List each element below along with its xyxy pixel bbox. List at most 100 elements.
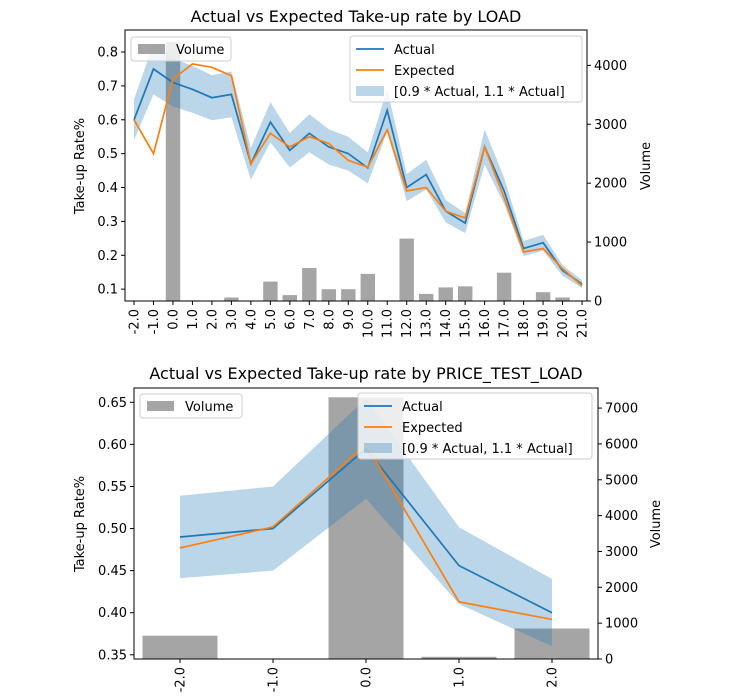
volume-bar-22	[555, 297, 570, 301]
y2-tick-label-3: 3000	[605, 545, 638, 560]
volume-bar-11	[341, 289, 356, 301]
y-tick-label-4: 0.5	[97, 147, 118, 162]
y-tick-label-1: 0.2	[97, 249, 118, 264]
y2-tick-label-2: 2000	[605, 581, 638, 596]
legend-frame	[349, 35, 583, 103]
legend-swatch-band	[364, 443, 392, 453]
expected-point-2	[172, 78, 174, 80]
actual-point-3	[458, 565, 460, 567]
expected-point-3	[458, 601, 460, 603]
y2-tick-label-7: 7000	[605, 402, 638, 417]
x-tick-label-3: 1.0	[453, 667, 468, 688]
legend-swatch-band	[356, 86, 384, 96]
actual-band-area	[134, 43, 582, 288]
x-tick-label-9: 7.0	[303, 309, 318, 330]
x-tick-label-7: 5.0	[264, 309, 279, 330]
x-tick-label-5: 3.0	[225, 309, 240, 330]
x-tick-label-2: 0.0	[167, 309, 182, 330]
x-tick-label-15: 13.0	[420, 309, 435, 338]
y2-tick-label-2: 2000	[594, 177, 627, 192]
actual-line	[133, 67, 583, 285]
x-tick-label-14: 12.0	[400, 309, 415, 338]
volume-bar-21	[535, 292, 551, 301]
actual-point-10	[328, 146, 330, 148]
x-tick-label-20: 18.0	[517, 309, 532, 338]
y2-tick-label-1: 1000	[605, 617, 638, 632]
y2-tick-label-3: 3000	[594, 118, 627, 133]
actual-point-0	[179, 536, 181, 538]
legend-label-volume: Volume	[176, 43, 224, 58]
actual-band	[134, 43, 582, 288]
legend-volume: Volume	[130, 36, 232, 62]
expected-point-15	[425, 187, 427, 189]
x-tick-label-22: 20.0	[556, 309, 571, 338]
axes: 0.35 0.40 0.45 0.50 0.55 0.60 0.65 0 1000 2000 300…	[98, 387, 638, 692]
expected-point-7	[269, 132, 271, 134]
legend-swatch-volume	[138, 44, 165, 54]
expected-point-14	[406, 190, 408, 192]
x-tick-label-3: 1.0	[186, 309, 201, 330]
expected-point-22	[562, 268, 564, 270]
actual-point-8	[289, 149, 291, 151]
legend-frame	[130, 36, 232, 62]
x-tick-label-4: 2.0	[546, 667, 561, 688]
y2-tick-label-0: 0	[594, 295, 602, 310]
y-tick-label-0: 0.1	[97, 283, 118, 298]
x-tick-label-4: 2.0	[205, 309, 220, 330]
legend-label-volume: Volume	[185, 400, 233, 415]
legend-label-actual: Actual	[402, 400, 443, 415]
expected-point-6	[250, 163, 252, 165]
x-tick-label-12: 10.0	[361, 309, 376, 338]
expected-point-9	[308, 136, 310, 138]
actual-point-11	[347, 153, 349, 155]
expected-point-20	[523, 251, 525, 253]
y-tick-label-6: 0.7	[97, 79, 118, 94]
expected-point-1	[272, 526, 274, 528]
expected-point-17	[464, 217, 466, 219]
x-tick-label-0: -2.0	[174, 667, 189, 692]
expected-point-21	[542, 248, 544, 250]
x-tick-label-1: -1.0	[147, 309, 162, 334]
y-tick-label-1: 0.40	[98, 606, 127, 621]
actual-point-4	[211, 97, 213, 99]
y-tick-label-4: 0.55	[98, 480, 127, 495]
chart-price-test-load: Actual vs Expected Take-up rate by PRICE…	[73, 364, 664, 692]
expected-point-10	[328, 143, 330, 145]
volume-bar-10	[321, 289, 336, 301]
volume-bar-5	[224, 297, 239, 301]
expected-point-12	[367, 166, 369, 168]
legend-volume: Volume	[139, 393, 243, 419]
actual-point-4	[551, 612, 553, 614]
legend-frame	[139, 393, 243, 419]
y-tick-label-2: 0.45	[98, 564, 127, 579]
expected-point-0	[133, 119, 135, 121]
actual-point-21	[542, 242, 544, 244]
legend-series: Actual Expected [0.9 * Actual, 1.1 * Actua…	[357, 392, 593, 460]
x-tick-label-16: 14.0	[439, 309, 454, 338]
legend-label-expected: Expected	[394, 64, 455, 79]
y-tick-label-5: 0.60	[98, 438, 127, 453]
y2-tick-label-6: 6000	[605, 437, 638, 452]
volume-bar-2	[165, 41, 181, 302]
expected-point-5	[230, 75, 232, 77]
actual-point-13	[386, 109, 388, 111]
y-tick-label-6: 0.65	[98, 396, 127, 411]
y2-tick-label-4: 4000	[605, 509, 638, 524]
chart-load: Actual vs Expected Take-up rate by LOAD …	[73, 7, 654, 338]
expected-point-23	[581, 285, 583, 287]
series-lines	[133, 62, 583, 287]
chart-title: Actual vs Expected Take-up rate by PRICE…	[149, 364, 582, 384]
y-tick-label-0: 0.35	[98, 648, 127, 663]
plot-frame	[124, 29, 588, 302]
x-tick-label-6: 4.0	[244, 309, 259, 330]
y2-axis-label: Volume	[649, 500, 664, 548]
actual-point-15	[425, 174, 427, 176]
y2-tick-label-0: 0	[605, 653, 613, 668]
expected-point-0	[179, 547, 181, 549]
expected-point-4	[551, 618, 553, 620]
legend-label-band: [0.9 * Actual, 1.1 * Actual]	[394, 85, 565, 100]
actual-point-1	[153, 68, 155, 70]
volume-bar-4	[514, 628, 590, 659]
x-tick-label-0: -2.0	[128, 309, 143, 334]
